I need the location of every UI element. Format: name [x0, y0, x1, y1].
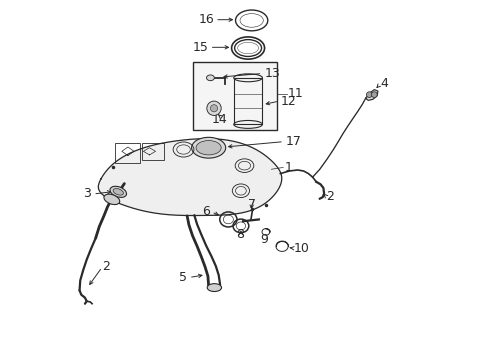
Text: 12: 12	[280, 95, 296, 108]
Circle shape	[210, 105, 217, 112]
Text: 16: 16	[198, 13, 214, 26]
Text: 5: 5	[179, 271, 187, 284]
Ellipse shape	[191, 137, 225, 158]
Ellipse shape	[110, 186, 126, 197]
Bar	[192, 62, 276, 130]
Circle shape	[371, 92, 376, 98]
Polygon shape	[98, 139, 281, 216]
Text: 17: 17	[285, 135, 301, 148]
Text: 6: 6	[202, 205, 210, 218]
Ellipse shape	[207, 284, 221, 292]
Text: 2: 2	[325, 190, 333, 203]
Ellipse shape	[196, 140, 221, 155]
Ellipse shape	[103, 194, 120, 204]
Ellipse shape	[113, 189, 123, 195]
Text: 2: 2	[102, 260, 109, 273]
Bar	[115, 143, 140, 163]
Text: 1: 1	[284, 161, 292, 174]
Text: 9: 9	[260, 233, 268, 246]
Bar	[233, 78, 262, 125]
Text: 8: 8	[236, 228, 244, 241]
Text: 15: 15	[192, 41, 208, 54]
Text: 10: 10	[293, 242, 309, 255]
Text: 4: 4	[379, 77, 387, 90]
Text: 3: 3	[83, 187, 91, 200]
Text: 13: 13	[264, 67, 280, 80]
Bar	[142, 143, 163, 160]
Circle shape	[366, 92, 371, 98]
Text: 7: 7	[247, 198, 255, 211]
Text: 11: 11	[287, 87, 303, 100]
Ellipse shape	[206, 75, 214, 81]
Text: 14: 14	[211, 113, 227, 126]
Circle shape	[206, 101, 221, 116]
Polygon shape	[365, 90, 377, 100]
